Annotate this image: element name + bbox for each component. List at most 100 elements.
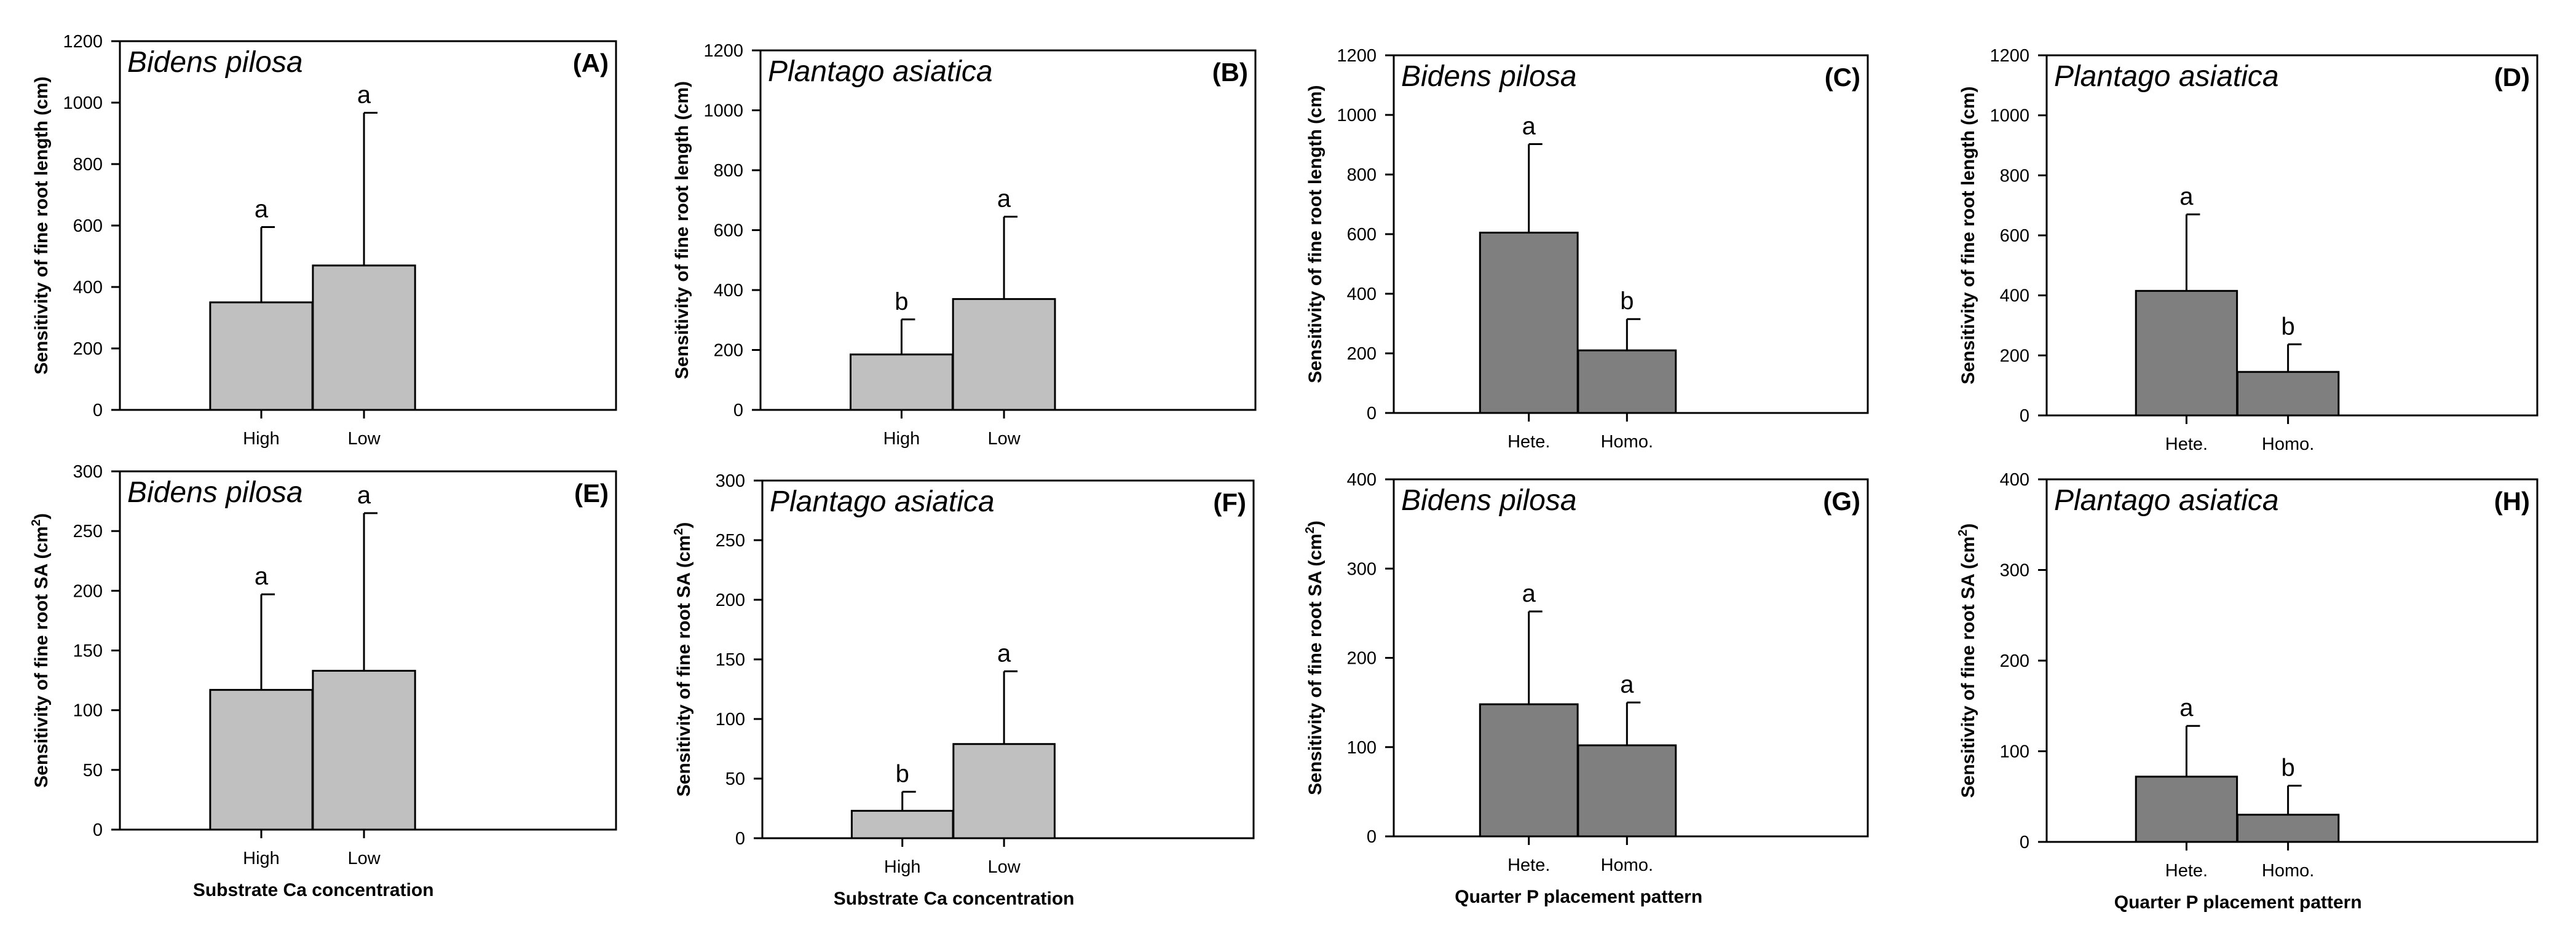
x-tick-label: Low xyxy=(347,429,381,449)
y-tick-label: 200 xyxy=(2000,651,2029,671)
significance-letter: a xyxy=(1522,580,1536,607)
y-tick-label: 0 xyxy=(733,401,743,420)
significance-letter: a xyxy=(357,82,371,109)
y-tick-label: 400 xyxy=(1347,470,1377,490)
y-tick-label: 400 xyxy=(73,278,103,297)
y-tick-label: 400 xyxy=(1347,285,1377,304)
bar-low xyxy=(952,298,1056,411)
significance-letter: b xyxy=(1620,288,1634,315)
x-tick-label: Homo. xyxy=(2262,434,2314,454)
bar-low xyxy=(312,670,416,831)
y-tick-label: 150 xyxy=(73,642,103,661)
x-tick-label: Hete. xyxy=(2165,861,2208,881)
y-tick-label: 800 xyxy=(1347,165,1377,185)
bar-high xyxy=(209,301,314,411)
panel-letter: (C) xyxy=(1825,63,1860,92)
y-tick-label: 1200 xyxy=(63,32,103,52)
x-tick-label: High xyxy=(883,429,920,449)
species-title: Plantago asiatica xyxy=(2054,484,2279,517)
species-title: Plantago asiatica xyxy=(770,485,995,518)
y-tick-label: 600 xyxy=(1347,225,1377,245)
x-tick-label: High xyxy=(243,849,280,868)
species-title: Bidens pilosa xyxy=(127,46,303,79)
panel-letter: (F) xyxy=(1213,488,1246,517)
panel-letter: (G) xyxy=(1823,487,1860,516)
plot-frame xyxy=(2045,54,2538,417)
y-tick-label: 600 xyxy=(2000,226,2029,246)
bar-homo xyxy=(1577,744,1677,838)
chart-panel-5: 0 50 100 150 200 250 300 Sensitivity of fine ro… xyxy=(30,462,617,900)
y-tick-label: 300 xyxy=(73,462,103,482)
chart-panel-4: 0 200 400 600 800 1000 1200 Sensitivity of fine… xyxy=(1958,46,2538,454)
x-tick-label: High xyxy=(243,429,280,449)
x-tick-label: Low xyxy=(347,849,381,868)
y-tick-label: 100 xyxy=(73,701,103,721)
significance-letter: a xyxy=(255,196,269,223)
y-tick-label: 1200 xyxy=(703,41,743,61)
y-axis-label: Sensitivity of fine root length (cm) xyxy=(1305,85,1326,383)
chart-panel-6: 0 50 100 150 200 250 300 Sensitivity of fine ro… xyxy=(672,471,1255,909)
bar-homo xyxy=(2236,371,2340,417)
bar-high xyxy=(850,353,954,411)
x-tick-label: Homo. xyxy=(1601,855,1653,875)
x-tick-label: Low xyxy=(988,857,1021,877)
y-tick-label: 600 xyxy=(73,216,103,236)
species-title: Bidens pilosa xyxy=(127,476,303,509)
significance-letter: b xyxy=(2281,755,2294,782)
y-tick-label: 150 xyxy=(716,650,745,670)
y-axis-label: Sensitivity of fine root length (cm) xyxy=(31,76,52,374)
y-tick-label: 0 xyxy=(735,829,745,849)
y-tick-label: 50 xyxy=(83,761,103,780)
x-tick-label: Homo. xyxy=(2262,861,2314,881)
y-tick-label: 800 xyxy=(714,161,743,181)
y-tick-label: 1200 xyxy=(1337,46,1377,66)
y-tick-label: 1000 xyxy=(1337,106,1377,125)
y-axis-label: Sensitivity of fine root length (cm) xyxy=(672,81,692,379)
significance-letter: a xyxy=(997,186,1011,213)
y-tick-label: 50 xyxy=(725,769,745,789)
x-tick-label: Homo. xyxy=(1601,432,1653,452)
significance-letter: a xyxy=(357,482,371,509)
significance-letter: b xyxy=(895,288,908,315)
y-tick-label: 100 xyxy=(716,710,745,729)
y-tick-label: 0 xyxy=(1367,827,1377,847)
bar-high xyxy=(209,689,314,831)
y-tick-label: 0 xyxy=(1367,404,1377,423)
y-axis-label: Sensitivity of fine root SA (cm2) xyxy=(30,513,52,788)
y-tick-label: 1000 xyxy=(703,101,743,121)
significance-letter: a xyxy=(255,563,269,590)
x-tick-label: Hete. xyxy=(1507,432,1550,452)
y-tick-label: 200 xyxy=(1347,649,1377,669)
species-title: Plantago asiatica xyxy=(2054,60,2279,93)
y-tick-label: 0 xyxy=(2020,406,2029,426)
panel-letter: (E) xyxy=(574,479,609,508)
y-tick-label: 200 xyxy=(716,591,745,610)
y-tick-label: 300 xyxy=(2000,561,2029,581)
y-tick-label: 200 xyxy=(73,339,103,359)
panel-letter: (D) xyxy=(2494,63,2530,92)
y-tick-label: 1000 xyxy=(1989,106,2029,126)
species-title: Plantago asiatica xyxy=(768,55,993,88)
bar-low xyxy=(312,264,416,411)
significance-letter: a xyxy=(1620,671,1634,698)
panel-letter: (A) xyxy=(573,49,609,77)
y-tick-label: 300 xyxy=(716,471,745,491)
y-tick-label: 300 xyxy=(1347,559,1377,579)
bar-homo xyxy=(1577,349,1677,414)
species-title: Bidens pilosa xyxy=(1401,484,1577,517)
y-tick-label: 200 xyxy=(73,581,103,601)
x-tick-label: Hete. xyxy=(2165,434,2208,454)
y-tick-label: 1200 xyxy=(1989,46,2029,66)
significance-letter: b xyxy=(896,760,909,787)
significance-letter: a xyxy=(2179,183,2194,210)
chart-panel-2: 0 200 400 600 800 1000 1200 Sensitivity of fine… xyxy=(672,41,1257,449)
y-axis-label: Sensitivity of fine root SA (cm2) xyxy=(672,522,694,797)
y-tick-label: 100 xyxy=(1347,738,1377,758)
panel-letter: (B) xyxy=(1212,58,1248,87)
y-axis-label: Sensitivity of fine root SA (cm2) xyxy=(1303,521,1326,795)
y-axis-label: Sensitivity of fine root length (cm) xyxy=(1958,86,1978,384)
chart-panel-3: 0 200 400 600 800 1000 1200 Sensitivity of fine… xyxy=(1305,46,1869,452)
y-tick-label: 0 xyxy=(93,401,103,420)
y-tick-label: 800 xyxy=(2000,166,2029,186)
